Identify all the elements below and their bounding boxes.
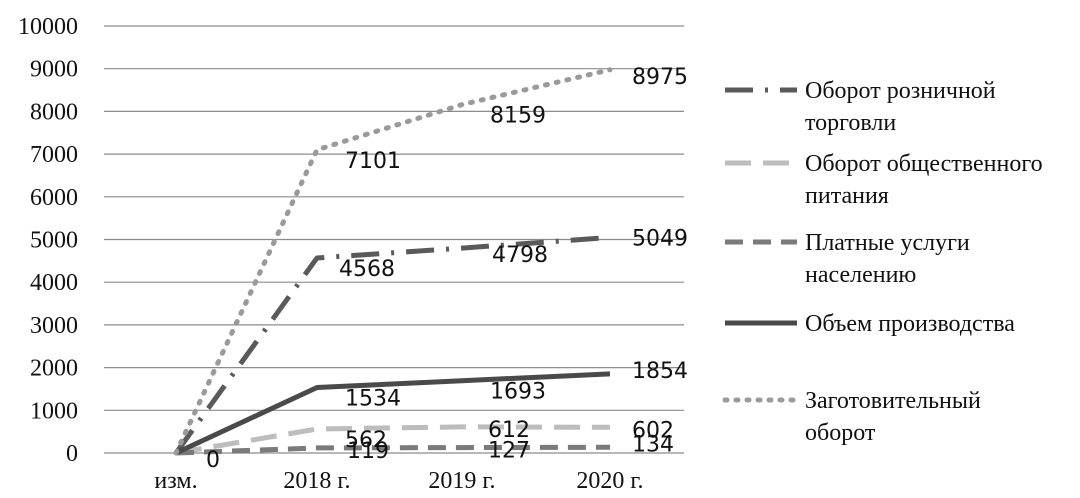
series-line [173, 67, 613, 456]
x-axis: изм. 2018 г. 2019 г. 2020 г. [154, 468, 643, 494]
y-tick-label: 0 [66, 441, 78, 467]
y-tick-label: 2000 [30, 356, 78, 382]
y-tick-label: 3000 [30, 313, 78, 339]
data-label: 134 [632, 432, 674, 457]
legend-label: Объем производства [805, 311, 1015, 337]
legend-label: Платные услуги [805, 230, 970, 256]
data-label: 4798 [492, 243, 548, 268]
y-tick-label: 1000 [30, 398, 78, 424]
x-tick-label: 2020 г. [576, 468, 643, 494]
legend-label: Оборот общественного [805, 151, 1043, 177]
y-tick-label: 5000 [30, 228, 78, 254]
data-label: 5049 [632, 226, 688, 251]
data-label: 4568 [339, 257, 395, 282]
series-line [175, 444, 611, 456]
data-label: 7101 [345, 149, 401, 174]
y-tick-label: 10000 [18, 14, 78, 40]
data-label: 562 [345, 428, 387, 453]
legend-label: Оборот розничной [805, 78, 996, 104]
y-tick-label: 9000 [30, 57, 78, 83]
grid-lines [104, 25, 684, 454]
data-label: 127 [488, 439, 530, 464]
data-label: 602 [632, 418, 674, 443]
y-tick-label: 6000 [30, 185, 78, 211]
y-tick-label: 4000 [30, 270, 78, 296]
data-label: 8975 [632, 65, 688, 90]
legend-label: питания [805, 183, 889, 209]
x-tick-label: 2019 г. [428, 468, 495, 494]
series-line [173, 234, 611, 455]
data-label: 612 [488, 418, 530, 443]
data-label: 8159 [490, 104, 546, 129]
legend: Оборот розничной торговли Оборот обществен… [722, 78, 1043, 446]
legend-label: Заготовительный [805, 388, 981, 414]
legend-label: оборот [805, 420, 876, 446]
y-tick-label: 7000 [30, 142, 78, 168]
series-lines [173, 67, 613, 456]
y-tick-label: 8000 [30, 99, 78, 125]
data-labels: 4568 4798 5049 562 612 602 0 119 127 134 1534 1693 1… [206, 65, 688, 473]
legend-label: торговли [805, 110, 896, 136]
legend-label: населению [805, 262, 916, 288]
y-axis: 0 1000 2000 3000 4000 5000 6000 7000 8000 9000 100… [18, 14, 78, 467]
series-line [175, 424, 611, 456]
x-tick-label: 2018 г. [283, 468, 350, 494]
data-label: 0 [206, 448, 220, 473]
x-tick-label: изм. [154, 468, 197, 494]
data-label: 1854 [632, 359, 688, 384]
data-label: 1534 [345, 386, 401, 411]
data-label: 119 [347, 439, 389, 464]
series-line [174, 371, 611, 456]
data-label: 1693 [490, 380, 546, 405]
